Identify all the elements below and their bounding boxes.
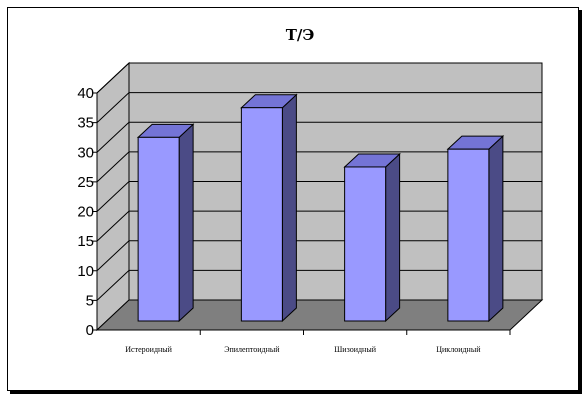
gridline — [96, 240, 542, 272]
gridline — [96, 121, 542, 153]
gridline — [96, 151, 542, 183]
x-tick-label: Истероидный — [125, 345, 172, 354]
y-tick-label: 30 — [77, 144, 94, 161]
bars — [136, 93, 505, 323]
y-tick-label: 20 — [77, 204, 94, 221]
bar-side — [178, 123, 194, 323]
y-tick-label: 5 — [86, 292, 94, 309]
y-tick-label: 40 — [77, 85, 94, 102]
gridline — [96, 210, 542, 242]
bar — [137, 136, 180, 322]
x-tick-labels: Истероидный Эпилептоидный Шизоидный Циклоид… — [125, 345, 481, 354]
gridline — [96, 181, 542, 212]
bar-side — [488, 135, 504, 323]
frame-shadow-bottom — [10, 391, 582, 394]
gridlines — [96, 62, 542, 301]
axes — [92, 92, 511, 335]
x-tick-label: Шизоидный — [334, 345, 376, 354]
bar — [240, 107, 283, 322]
y-tick-label: 15 — [77, 233, 94, 250]
bar-side — [281, 93, 297, 323]
bar-side — [385, 152, 401, 323]
y-tick-label: 25 — [77, 174, 94, 191]
y-tick-label: 10 — [77, 263, 94, 280]
y-tick-labels: 0 5 10 15 20 25 30 35 40 — [77, 85, 94, 339]
gridline — [96, 92, 542, 123]
x-tick-label: Эпилептоидный — [224, 345, 280, 354]
gridline — [96, 62, 542, 94]
y-tick-label: 35 — [77, 115, 94, 132]
bar — [447, 148, 490, 322]
frame-shadow-right — [579, 10, 582, 394]
chart-title: Т/Э — [286, 26, 315, 44]
gridline — [96, 269, 542, 301]
bar — [344, 166, 387, 322]
y-tick-label: 0 — [86, 322, 94, 339]
x-tick-label: Циклоидный — [436, 345, 481, 354]
